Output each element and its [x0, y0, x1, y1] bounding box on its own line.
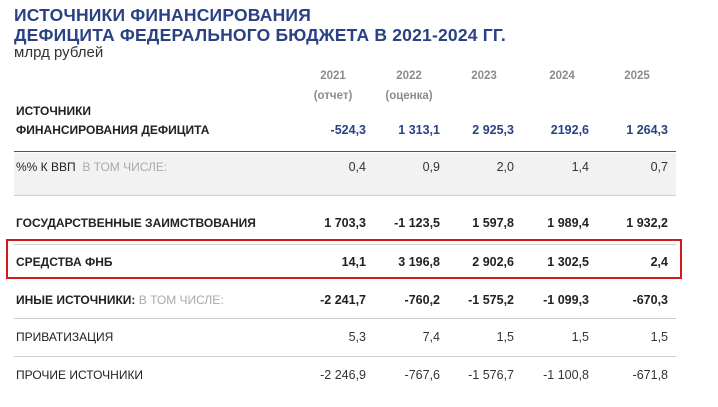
cell-2021: -524,3 [330, 123, 366, 137]
cell-2021: 1 703,3 [324, 216, 366, 230]
highlight-box [6, 239, 682, 279]
row-label: ПРОЧИЕ ИСТОЧНИКИ [16, 368, 144, 382]
row-label: ГОСУДАРСТВЕННЫЕ ЗАИМСТВОВАНИЯ [16, 216, 256, 230]
table-row-other: ПРОЧИЕ ИСТОЧНИКИ -2 246,9 -767,6 -1 576,… [14, 368, 676, 388]
cell-2022: 7,4 [422, 330, 440, 344]
cell-2025: 1,5 [650, 330, 668, 344]
cell-2025: -670,3 [632, 293, 668, 307]
cell-2024: 2192,6 [550, 123, 589, 137]
cell-2021: -2 241,7 [320, 293, 366, 307]
cell-2023: -1 576,7 [468, 368, 514, 382]
cell-2022: -767,6 [404, 368, 440, 382]
cell-2022: 0,9 [422, 160, 440, 174]
cell-2021: 0,4 [348, 160, 366, 174]
cell-2023: 2 902,6 [472, 255, 514, 269]
cell-2023: 2,0 [496, 160, 514, 174]
row-label: СРЕДСТВА ФНБ [16, 255, 113, 269]
cell-2023: 1 597,8 [472, 216, 514, 230]
table-row-borrowings: ГОСУДАРСТВЕННЫЕ ЗАИМСТВОВАНИЯ 1 703,3 -1… [14, 216, 676, 236]
cell-2025: 1 932,2 [626, 216, 668, 230]
row-divider [14, 151, 676, 152]
column-header-2025: 2025 [624, 70, 650, 82]
cell-2023: 1,5 [496, 330, 514, 344]
row-label: ИНЫЕ ИСТОЧНИКИ: В ТОМ ЧИСЛЕ: [16, 293, 224, 307]
table-row-privatization: ПРИВАТИЗАЦИЯ 5,3 7,4 1,5 1,5 1,5 [14, 330, 676, 350]
column-header-2021: 2021 (отчет) [313, 70, 353, 102]
cell-2024: 1 302,5 [547, 255, 589, 269]
table-row-nwf: СРЕДСТВА ФНБ 14,1 3 196,8 2 902,6 1 302,… [14, 255, 676, 275]
cell-2022: 1 313,1 [398, 123, 440, 137]
units-subtitle: млрд рублей [14, 44, 104, 61]
title-line-1: ИСТОЧНИКИ ФИНАНСИРОВАНИЯ [14, 5, 311, 25]
column-header-2024: 2024 [549, 70, 575, 82]
shaded-band [14, 153, 676, 195]
cell-2025: 0,7 [650, 160, 668, 174]
cell-2022: 3 196,8 [398, 255, 440, 269]
cell-2022: -760,2 [404, 293, 440, 307]
cell-2024: 1,4 [571, 160, 589, 174]
cell-2023: -1 575,2 [468, 293, 514, 307]
cell-2025: -671,8 [632, 368, 668, 382]
row-divider [14, 244, 676, 245]
cell-2024: -1 100,8 [543, 368, 589, 382]
cell-2024: -1 099,3 [543, 293, 589, 307]
page-title: ИСТОЧНИКИ ФИНАНСИРОВАНИЯ ДЕФИЦИТА ФЕДЕРА… [14, 5, 506, 45]
cell-2024: 1 989,4 [547, 216, 589, 230]
row-divider [14, 195, 676, 196]
cell-2023: 2 925,3 [472, 123, 514, 137]
row-divider [14, 318, 676, 319]
row-label: ФИНАНСИРОВАНИЯ ДЕФИЦИТА [16, 123, 210, 137]
row-label: ИСТОЧНИКИ [16, 104, 92, 118]
row-divider [14, 356, 676, 357]
cell-2021: -2 246,9 [320, 368, 366, 382]
cell-2021: 14,1 [341, 255, 366, 269]
cell-2021: 5,3 [348, 330, 366, 344]
column-header-2023: 2023 [471, 70, 497, 82]
cell-2025: 2,4 [650, 255, 668, 269]
row-label: ПРИВАТИЗАЦИЯ [16, 330, 114, 344]
table-row-other-sources: ИНЫЕ ИСТОЧНИКИ: В ТОМ ЧИСЛЕ: -2 241,7 -7… [14, 293, 676, 313]
row-label: %% К ВВП В ТОМ ЧИСЛЕ: [16, 160, 168, 174]
cell-2025: 1 264,3 [626, 123, 668, 137]
table-row-gdp-share: %% К ВВП В ТОМ ЧИСЛЕ: 0,4 0,9 2,0 1,4 0,… [14, 160, 676, 180]
cell-2024: 1,5 [571, 330, 589, 344]
title-line-2: ДЕФИЦИТА ФЕДЕРАЛЬНОГО БЮДЖЕТА В 2021-202… [14, 25, 506, 45]
column-header-2022: 2022 (оценка) [385, 70, 433, 102]
table-row-total: ИСТОЧНИКИ ФИНАНСИРОВАНИЯ ДЕФИЦИТА -524,3… [14, 102, 676, 142]
cell-2022: -1 123,5 [394, 216, 440, 230]
